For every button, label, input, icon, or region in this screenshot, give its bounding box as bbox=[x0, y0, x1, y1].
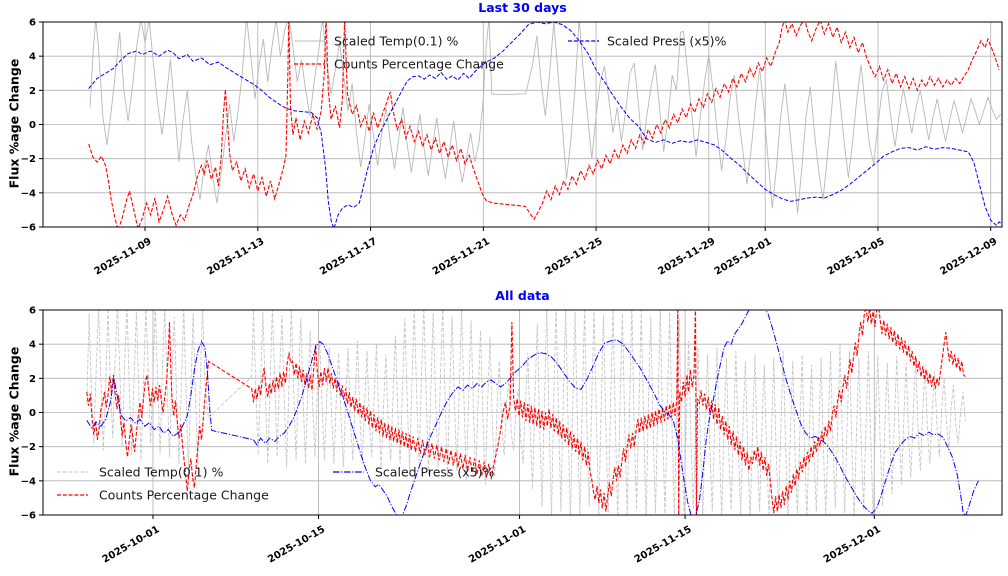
x-tick-label: 2025-10-15 bbox=[266, 524, 327, 566]
legend-item-counts-percentage-change: Counts Percentage Change bbox=[57, 488, 269, 503]
series-scaled-temp-0-1 bbox=[89, 22, 1001, 214]
x-tick-label: 2025-11-15 bbox=[633, 524, 694, 566]
chart-last-30-days: 6 4 2 0 −2 −4 −6 2025-11-09 2025-11-13 2025-11-17… bbox=[21, 18, 1003, 278]
y-tick-label: −6 bbox=[21, 223, 36, 234]
y-tick-label: 0 bbox=[29, 408, 36, 419]
legend-item-counts-percentage-change: Counts Percentage Change bbox=[294, 57, 504, 72]
x-tick-label: 2025-10-01 bbox=[101, 524, 162, 566]
chart-all-data: 6 4 2 0 −2 −4 −6 2025-10-01 2025-10-15 2025-11-01… bbox=[21, 306, 1003, 566]
series-scaled-press-x5 bbox=[88, 22, 1002, 227]
x-tick-label: 2025-12-09 bbox=[938, 236, 999, 278]
x-tick-label: 2025-11-01 bbox=[467, 524, 528, 566]
x-tick-label: 2025-12-01 bbox=[822, 524, 883, 566]
series-counts-percentage-change bbox=[86, 310, 966, 515]
y-tick-label: 0 bbox=[29, 120, 36, 131]
x-tick-label: 2025-11-17 bbox=[318, 236, 379, 278]
legend-item-scaled-press-x5: Scaled Press (x5)% bbox=[333, 465, 495, 480]
x-tick-label: 2025-11-09 bbox=[93, 236, 154, 278]
x-tick-label: 2025-11-13 bbox=[205, 236, 266, 278]
y-tick-label: −4 bbox=[21, 188, 36, 199]
legend-label: Scaled Press (x5)% bbox=[607, 34, 727, 49]
legend-label: Counts Percentage Change bbox=[99, 488, 269, 503]
legend-label: Counts Percentage Change bbox=[334, 57, 504, 72]
series-counts-percentage-change bbox=[88, 22, 1000, 227]
y-tick-label: −6 bbox=[21, 511, 36, 522]
x-tick-label: 2025-11-25 bbox=[544, 236, 605, 278]
x-tick-label: 2025-11-29 bbox=[656, 236, 717, 278]
legend-label: Scaled Temp(0.1) % bbox=[99, 465, 223, 480]
y-axis-label-top: Flux %age Change bbox=[6, 58, 22, 189]
y-tick-label: 6 bbox=[29, 18, 36, 29]
y-tick-label: −2 bbox=[21, 154, 36, 165]
x-tick-label: 2025-12-05 bbox=[826, 236, 887, 278]
legend-item-scaled-press-x5: Scaled Press (x5)% bbox=[568, 34, 727, 49]
x-tick-label: 2025-11-21 bbox=[431, 236, 492, 278]
y-tick-label: 2 bbox=[29, 374, 36, 385]
legend-label: Scaled Temp(0.1) % bbox=[334, 34, 458, 49]
x-tick-label: 2025-12-01 bbox=[713, 236, 774, 278]
y-axis-label-bottom: Flux %age Change bbox=[6, 346, 22, 477]
chart-title-last-30-days: Last 30 days bbox=[478, 0, 567, 15]
y-tick-label: 6 bbox=[29, 306, 36, 317]
chart-title-all-data: All data bbox=[495, 288, 550, 303]
y-tick-label: −4 bbox=[21, 476, 36, 487]
y-tick-label: 2 bbox=[29, 86, 36, 97]
legend-label: Scaled Press (x5)% bbox=[375, 465, 495, 480]
y-tick-label: 4 bbox=[29, 340, 36, 351]
y-tick-label: 4 bbox=[29, 52, 36, 63]
y-tick-label: −2 bbox=[21, 442, 36, 453]
legend-item-scaled-temp-0-1: Scaled Temp(0.1) % bbox=[294, 34, 458, 49]
legend-item-scaled-temp-0-1: Scaled Temp(0.1) % bbox=[57, 465, 223, 480]
